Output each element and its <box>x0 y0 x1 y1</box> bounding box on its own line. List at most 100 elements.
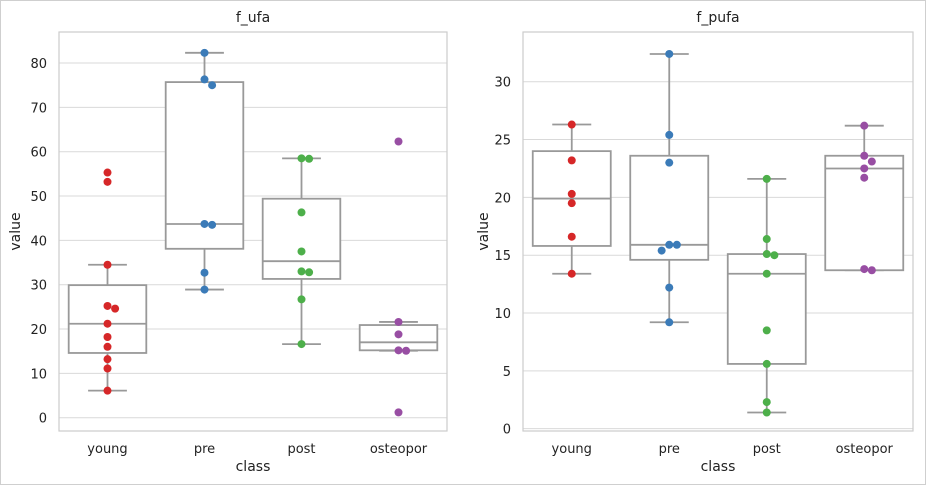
data-point <box>867 266 876 275</box>
data-point <box>297 295 306 304</box>
y-axis-label: value <box>8 212 24 250</box>
x-tick-label: young <box>552 442 592 457</box>
box <box>67 284 148 354</box>
y-tick-label: 0 <box>39 412 47 427</box>
y-tick-label: 40 <box>30 234 47 249</box>
x-tick-label: post <box>287 442 315 457</box>
data-point <box>200 75 209 84</box>
y-tick-label: 20 <box>30 323 47 338</box>
data-point <box>103 260 112 269</box>
y-tick-label: 30 <box>30 279 47 294</box>
y-tick-label: 70 <box>30 101 47 116</box>
data-point <box>762 269 771 278</box>
data-point <box>567 156 576 165</box>
data-point <box>305 154 314 163</box>
data-point <box>665 130 674 139</box>
series-young <box>531 120 612 278</box>
data-point <box>665 49 674 58</box>
y-tick-label: 80 <box>30 57 47 72</box>
y-tick-label: 20 <box>494 191 511 206</box>
axes-frame <box>522 31 914 432</box>
data-point <box>394 330 403 339</box>
data-point <box>297 267 306 276</box>
data-point <box>208 220 217 229</box>
plot-f-ufa: 0 10 20 30 40 50 60 70 80 f_ufa class value youn… <box>8 10 448 475</box>
data-point <box>860 265 869 274</box>
y-tick-label: 60 <box>30 146 47 161</box>
data-point <box>860 173 869 182</box>
data-point <box>394 346 403 355</box>
data-point <box>305 268 314 277</box>
data-point <box>567 120 576 129</box>
data-point <box>297 154 306 163</box>
data-point <box>103 355 112 364</box>
data-point <box>762 408 771 417</box>
data-point <box>103 177 112 186</box>
y-tick-label: 30 <box>494 76 511 91</box>
data-point <box>103 319 112 328</box>
y-tick-label: 50 <box>30 190 47 205</box>
series-pre <box>164 48 245 294</box>
x-tick-label: pre <box>194 442 215 457</box>
axes-frame <box>58 31 448 432</box>
data-point <box>567 199 576 208</box>
data-point <box>394 317 403 326</box>
data-point <box>200 219 209 228</box>
y-tick-label: 10 <box>30 367 47 382</box>
data-point <box>297 340 306 349</box>
data-point <box>394 137 403 146</box>
data-point <box>394 408 403 417</box>
data-point <box>665 283 674 292</box>
chart-title: f_pufa <box>696 10 739 26</box>
data-point <box>770 251 779 260</box>
x-tick-label: young <box>87 442 127 457</box>
data-point <box>665 240 674 249</box>
series-pre <box>629 49 710 327</box>
data-point <box>867 157 876 166</box>
data-point <box>860 121 869 130</box>
chart-title: f_ufa <box>236 10 270 26</box>
y-axis-label: value <box>476 212 492 250</box>
series-post <box>261 154 342 349</box>
series-osteopor <box>824 121 905 275</box>
data-point <box>200 48 209 57</box>
x-tick-label: pre <box>659 442 680 457</box>
data-point <box>762 398 771 407</box>
y-tick-label: 25 <box>494 134 511 149</box>
data-point <box>860 164 869 173</box>
x-tick-label: osteopor <box>370 442 428 457</box>
data-point <box>762 326 771 335</box>
data-point <box>762 250 771 259</box>
data-point <box>103 168 112 177</box>
data-point <box>762 359 771 368</box>
x-axis-label: class <box>236 459 271 475</box>
y-tick-label: 5 <box>503 365 511 380</box>
data-point <box>860 151 869 160</box>
data-point <box>402 346 411 355</box>
data-point <box>665 158 674 167</box>
data-point <box>567 189 576 198</box>
series-post <box>726 174 807 417</box>
data-point <box>103 386 112 395</box>
x-axis-label: class <box>701 459 736 475</box>
data-point <box>111 304 120 313</box>
data-point <box>200 285 209 294</box>
data-point <box>103 301 112 310</box>
data-point <box>762 174 771 183</box>
data-point <box>672 240 681 249</box>
y-tick-label: 10 <box>494 307 511 322</box>
data-point <box>103 342 112 351</box>
data-point <box>200 268 209 277</box>
y-tick-label: 15 <box>494 249 511 264</box>
data-point <box>297 247 306 256</box>
data-point <box>103 333 112 342</box>
y-tick-label: 0 <box>503 423 511 438</box>
series-osteopor <box>358 137 439 417</box>
data-point <box>657 246 666 255</box>
x-tick-label: osteopor <box>836 442 894 457</box>
data-point <box>567 269 576 278</box>
data-point <box>762 235 771 244</box>
data-point <box>103 364 112 373</box>
